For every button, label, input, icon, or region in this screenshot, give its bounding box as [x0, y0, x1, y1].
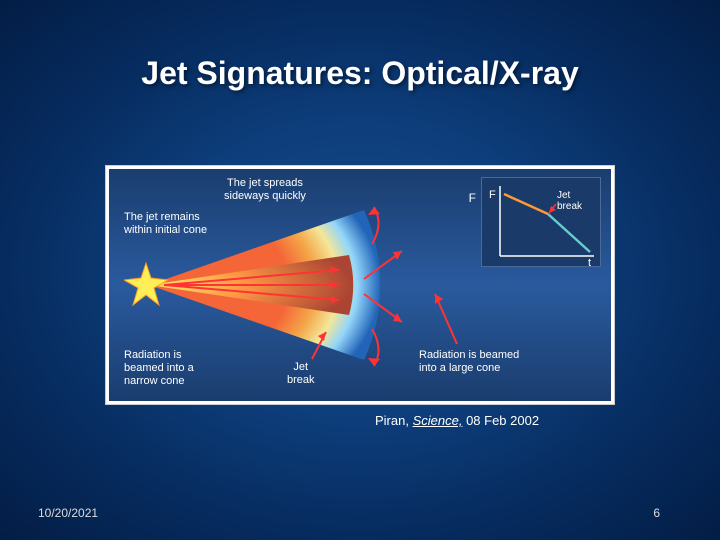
- lightcurve-chart: F t Jet break: [481, 177, 601, 267]
- chart-ylabel: F: [489, 189, 496, 201]
- label-spreads: The jet spreadssideways quickly: [224, 177, 306, 203]
- chart-f-outside: F: [469, 191, 476, 205]
- large-cone-pointer: [427, 284, 467, 349]
- svg-text:break: break: [557, 201, 583, 212]
- chart-xlabel: t: [588, 257, 591, 268]
- caption-date: 08 Feb 2002: [462, 413, 539, 428]
- label-radiation-narrow: Radiation isbeamed into anarrow cone: [124, 349, 194, 389]
- label-radiation-large: Radiation is beamedinto a large cone: [419, 349, 519, 375]
- slide-title: Jet Signatures: Optical/X-ray: [0, 0, 720, 92]
- diagram-background: The jet spreadssideways quickly The jet …: [109, 169, 611, 401]
- label-remains: The jet remainswithin initial cone: [124, 211, 207, 237]
- slide-date: 10/20/2021: [38, 506, 98, 520]
- caption-journal: Science,: [413, 413, 463, 428]
- caption-author: Piran,: [375, 413, 413, 428]
- page-number: 6: [653, 506, 660, 520]
- diagram-container: The jet spreadssideways quickly The jet …: [105, 165, 615, 405]
- label-jet-break: Jetbreak: [287, 361, 315, 387]
- figure-caption: Piran, Science, 08 Feb 2002: [375, 413, 539, 428]
- jet-break-pointer: [304, 324, 334, 364]
- spread-arrows: [354, 189, 414, 384]
- svg-text:Jet: Jet: [557, 190, 571, 201]
